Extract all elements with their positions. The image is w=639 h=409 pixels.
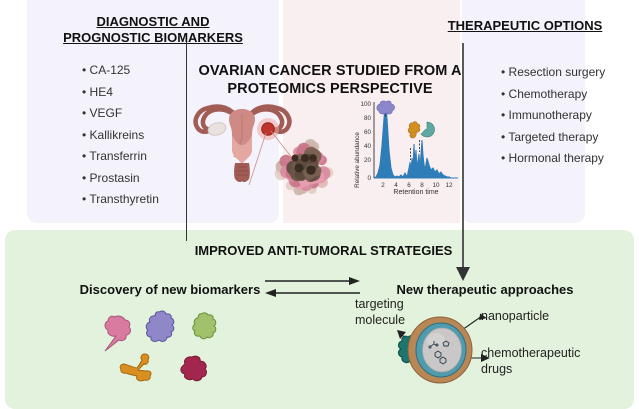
svg-text:2: 2	[381, 182, 385, 189]
svg-text:8: 8	[420, 182, 424, 189]
svg-text:4: 4	[394, 182, 398, 189]
svg-text:Relative abundance: Relative abundance	[354, 132, 361, 188]
svg-text:0: 0	[367, 175, 371, 182]
svg-text:6: 6	[407, 182, 411, 189]
svg-text:100: 100	[360, 101, 371, 108]
svg-text:Retention time: Retention time	[393, 189, 438, 195]
svg-text:40: 40	[364, 143, 372, 150]
svg-text:80: 80	[364, 115, 372, 122]
svg-text:20: 20	[364, 157, 372, 164]
svg-text:12: 12	[445, 182, 453, 189]
svg-text:10: 10	[432, 182, 440, 189]
svg-text:60: 60	[364, 129, 372, 136]
